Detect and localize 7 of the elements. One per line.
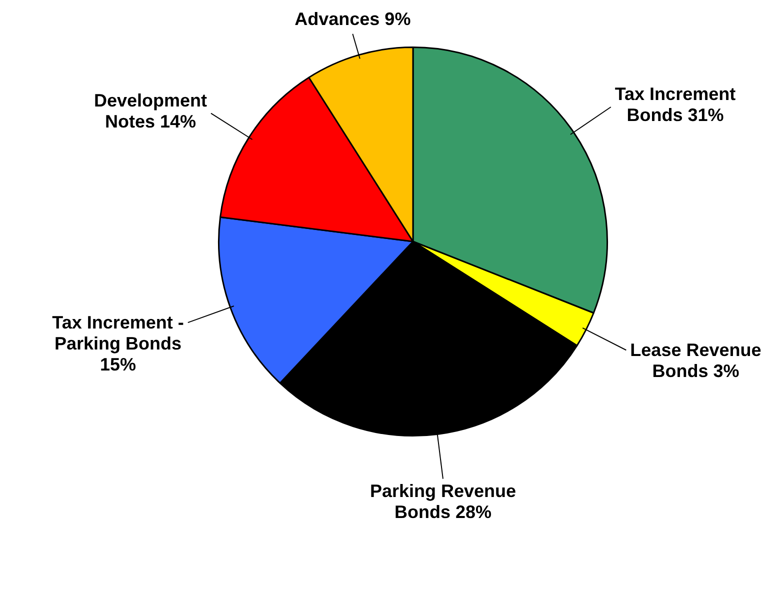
slice-label: Tax Increment Bonds 31%	[614, 84, 736, 125]
slice-label: Tax Increment - Parking Bonds	[52, 312, 184, 354]
slice-label: Lease Revenue Bonds 3%	[630, 340, 762, 382]
slice-label: Parking Revenue Bonds 28%	[370, 480, 516, 522]
slice-label: Advances 9%	[294, 8, 411, 29]
data-label: 15%	[100, 354, 136, 375]
slice-label: Development Notes 14%	[94, 90, 207, 132]
